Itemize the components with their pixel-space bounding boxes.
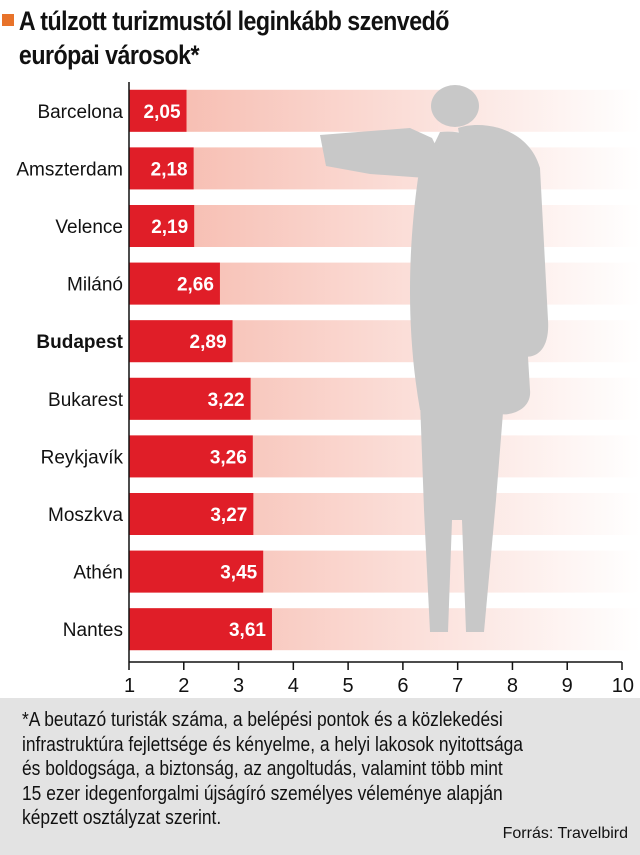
value-label: 2,18 [151, 159, 188, 180]
category-label: Moszkva [48, 505, 123, 526]
category-label: Nantes [63, 620, 123, 641]
category-labels: Barcelona Amszterdam Velence Milánó Budapest… [16, 102, 123, 641]
bar [129, 320, 233, 363]
footnote-line4: 15 ezer idegenforgalmi újságíró személye… [22, 782, 503, 805]
bar [129, 262, 220, 305]
x-tick-label: 3 [233, 675, 244, 692]
footnote-line1: *A beutazó turisták száma, a belépési po… [22, 709, 503, 731]
value-label: 3,45 [220, 563, 257, 584]
footnote-line2: infrastruktúra fejlettsége és kényelme, … [22, 733, 523, 756]
footnote-text: *A beutazó turisták száma, a belépési po… [22, 708, 579, 831]
category-label: Amszterdam [16, 159, 123, 180]
row-band [129, 89, 640, 132]
value-label: 3,26 [210, 447, 247, 468]
source-credit: Forrás: Travelbird [502, 825, 628, 842]
x-tick-label: 5 [343, 675, 354, 692]
bar [129, 493, 254, 535]
x-tick-label: 1 [124, 675, 135, 692]
chart-title-line1: A túlzott turizmustól leginkább szenvedő [18, 6, 450, 36]
x-tick-label: 9 [562, 675, 573, 692]
category-label: Milánó [67, 275, 123, 296]
tourist-photographer-silhouette-icon [320, 85, 549, 632]
chart-title-line2: európai városok* [18, 40, 200, 70]
bar [129, 550, 264, 593]
value-label: 3,61 [229, 620, 266, 641]
value-labels: 2,05 2,18 2,19 2,66 2,89 3,22 3,26 3,27 3,45 3,61 [144, 102, 267, 641]
value-label: 2,19 [151, 217, 188, 238]
x-tick-label: 6 [397, 675, 408, 692]
value-label: 2,66 [177, 275, 214, 296]
row-band [129, 205, 640, 247]
footnote-line3: és boldogsága, a biztonság, az angoltudá… [22, 758, 503, 780]
value-label: 2,89 [190, 332, 227, 353]
category-label: Bukarest [48, 390, 124, 411]
chart-header: A túlzott turizmustól leginkább szenvedő… [0, 4, 640, 72]
bar [129, 435, 253, 478]
category-label: Velence [55, 217, 123, 238]
bar [129, 608, 272, 651]
footnote-box: *A beutazó turisták száma, a belépési po… [0, 698, 640, 855]
x-axis: 1 2 3 4 5 6 7 8 9 10 [124, 82, 634, 692]
bars [129, 89, 272, 651]
category-label: Barcelona [37, 102, 123, 123]
value-label: 3,27 [210, 505, 247, 526]
bar [129, 147, 194, 190]
bar [129, 205, 195, 247]
bar [129, 377, 251, 420]
bar-chart: Barcelona Amszterdam Velence Milánó Budapest… [16, 82, 640, 692]
bar [129, 89, 187, 132]
x-tick-label: 7 [452, 675, 463, 692]
x-tick-label: 2 [178, 675, 189, 692]
title-marker-square [2, 14, 14, 26]
footnote-line5: képzett osztályzat szerint. [22, 807, 222, 829]
x-tick-label: 4 [288, 675, 299, 692]
x-tick-label: 10 [612, 675, 634, 692]
chart-title: A túlzott turizmustól leginkább szenvedő… [0, 4, 621, 72]
x-tick-label: 8 [507, 675, 518, 692]
category-label: Budapest [36, 332, 123, 353]
value-label: 2,05 [144, 102, 181, 123]
value-label: 3,22 [208, 390, 245, 411]
category-label: Reykjavík [41, 447, 124, 468]
category-label: Athén [73, 563, 123, 584]
